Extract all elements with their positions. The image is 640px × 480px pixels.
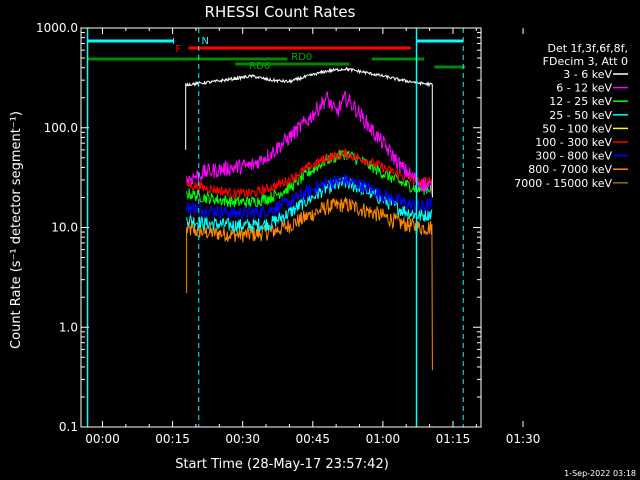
legend-header-line: FDecim 3, Att 0: [543, 55, 628, 68]
x-tick-label: 01:00: [366, 432, 401, 446]
series-line-12-25-kev: [186, 149, 433, 208]
x-tick-label: 01:15: [436, 432, 471, 446]
legend-label: 800 - 7000 keV: [528, 163, 612, 176]
legend-label: 50 - 100 keV: [542, 122, 612, 135]
series-line-25-50-kev: [186, 176, 433, 233]
footer-timestamp: 1-Sep-2022 03:18: [564, 469, 636, 478]
legend-header-line: Det 1f,3f,6f,8f,: [547, 42, 628, 55]
series-layer: [185, 66, 433, 371]
y-tick-label: 1000.0: [36, 21, 78, 35]
chart-title: RHESSI Count Rates: [205, 3, 356, 21]
series-line-3-6-kev: [185, 66, 433, 198]
night-label: N: [202, 36, 209, 47]
rd6-label: RD6: [249, 61, 270, 72]
x-tick-label: 00:45: [295, 432, 330, 446]
series-line-100-300-kev: [186, 148, 433, 200]
y-tick-label: 10.0: [51, 221, 78, 235]
series-line-6-12-kev: [186, 90, 433, 196]
legend-label: 3 - 6 keV: [563, 68, 612, 81]
legend-label: 100 - 300 keV: [535, 136, 612, 149]
x-tick-label: 01:30: [506, 432, 541, 446]
x-tick-label: 00:00: [85, 432, 120, 446]
axes-ticks: 00:00 00:15 00:30 00:45 01:00 01:15 01:30 0.1 1.…: [36, 21, 540, 446]
legend-label: 25 - 50 keV: [549, 109, 612, 122]
legend-label: 300 - 800 keV: [535, 150, 612, 163]
y-tick-label: 1.0: [59, 320, 78, 334]
legend-label: 7000 - 15000 keV: [514, 177, 612, 190]
legend-label: 6 - 12 keV: [556, 82, 612, 95]
y-axis-label: Count Rate (s⁻¹ detector segment⁻¹): [9, 111, 24, 349]
coverage-bars: N F RD0 RD6: [87, 36, 466, 72]
legend: Det 1f,3f,6f,8f,FDecim 3, Att 03 - 6 keV…: [514, 42, 628, 190]
y-tick-label: 0.1: [59, 420, 78, 434]
legend-label: 12 - 25 keV: [549, 95, 612, 108]
rd0-label: RD0: [291, 52, 312, 63]
series-line-300-800-kev: [186, 174, 433, 220]
x-tick-label: 00:15: [155, 432, 190, 446]
x-axis-label: Start Time (28-May-17 23:57:42): [175, 457, 389, 472]
x-tick-label: 00:30: [225, 432, 260, 446]
y-tick-label: 100.0: [44, 121, 78, 135]
flare-label: F: [175, 44, 181, 55]
series-line-800-7000-kev: [186, 197, 433, 371]
